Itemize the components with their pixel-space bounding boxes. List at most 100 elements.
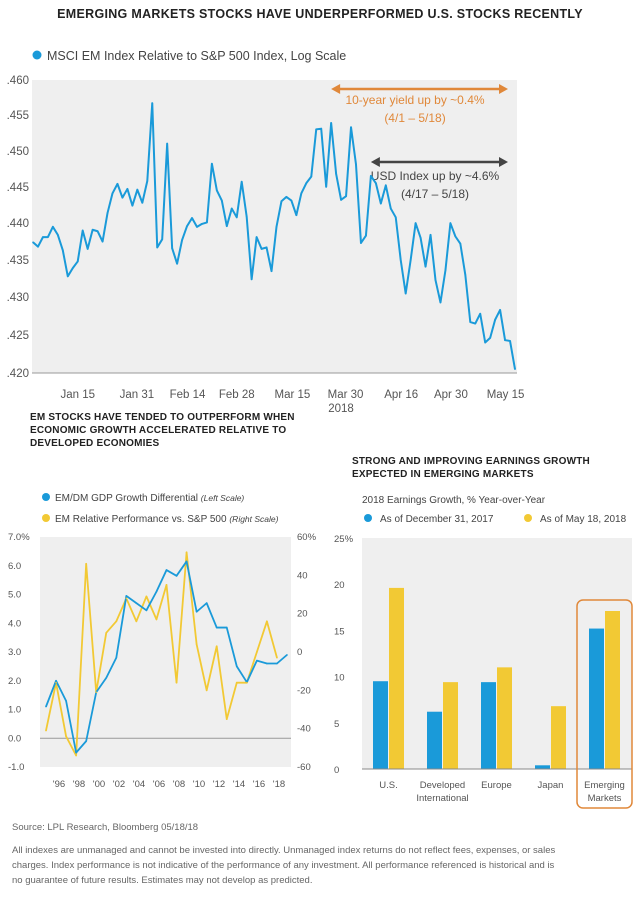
x-tick-label: '12 xyxy=(213,779,225,790)
data-point-gdp xyxy=(145,609,148,612)
data-point-em-perf xyxy=(235,681,238,684)
data-point-gdp xyxy=(205,602,208,604)
bar-dec-2017 xyxy=(427,711,442,769)
y-tick-label: 20 xyxy=(334,580,345,591)
data-point-em-perf xyxy=(205,689,208,692)
category-label: U.S. xyxy=(379,780,397,791)
data-point xyxy=(151,102,154,104)
x-tick-label: '14 xyxy=(233,779,245,790)
data-point-em-perf xyxy=(195,643,198,646)
earnings-growth-chart: STRONG AND IMPROVING EARNINGS GROWTH EXP… xyxy=(334,456,633,809)
data-point xyxy=(166,142,168,145)
data-point-em-perf xyxy=(155,618,158,621)
legend-scale-note: (Left Scale) xyxy=(201,493,245,503)
category-label-line-2: International xyxy=(416,793,468,804)
data-point xyxy=(380,202,382,205)
data-point-gdp xyxy=(286,654,288,656)
data-point-gdp xyxy=(185,560,188,563)
left-y-tick-label: 6.0 xyxy=(8,561,21,572)
data-point xyxy=(111,192,114,195)
data-point xyxy=(389,207,392,210)
data-point-gdp xyxy=(125,595,128,597)
data-point xyxy=(429,234,432,236)
right-y-tick-label: -60 xyxy=(297,762,311,773)
data-point-em-perf xyxy=(145,595,148,598)
annotation-label: USD Index up by ~4.6% xyxy=(371,169,500,183)
data-point xyxy=(81,229,84,232)
data-point-em-perf xyxy=(256,651,258,653)
data-point xyxy=(161,238,163,241)
disclaimer-line-2: charges. Index performance is not indica… xyxy=(12,860,555,871)
x-tick-label: '06 xyxy=(153,779,165,790)
data-point xyxy=(86,248,89,250)
data-point-em-perf xyxy=(85,563,87,565)
data-point xyxy=(350,126,352,129)
left-y-tick-label: 7.0% xyxy=(8,532,30,543)
data-point xyxy=(42,236,44,238)
data-point-em-perf xyxy=(165,584,168,586)
data-point xyxy=(57,234,59,236)
data-point xyxy=(91,228,94,231)
chart-subtitle: 2018 Earnings Growth, % Year-over-Year xyxy=(362,495,546,506)
data-point-em-perf xyxy=(125,597,128,600)
y-tick-label: 0 xyxy=(334,765,339,776)
bar-may-2018 xyxy=(551,706,566,769)
data-point-gdp xyxy=(266,662,268,665)
data-point-em-perf xyxy=(55,681,57,684)
data-point-em-perf xyxy=(75,754,77,757)
x-tick-label: Jan 15 xyxy=(60,389,95,401)
data-point xyxy=(136,188,139,191)
data-point-gdp xyxy=(215,626,218,629)
data-point xyxy=(280,200,283,203)
data-point xyxy=(355,163,357,166)
data-point-gdp xyxy=(45,705,47,708)
bar-dec-2017 xyxy=(373,681,388,769)
data-point-em-perf xyxy=(95,691,98,694)
left-y-tick-label: 5.0 xyxy=(8,590,21,601)
data-point-gdp xyxy=(65,700,67,702)
disclaimer-line-3: no guarantee of future results. Estimate… xyxy=(12,875,312,886)
data-point xyxy=(484,341,486,344)
data-point xyxy=(360,242,362,244)
legend-series-name: EM Relative Performance vs. S&P 500 xyxy=(55,514,227,525)
data-point xyxy=(315,128,318,131)
data-point xyxy=(439,301,442,304)
data-point xyxy=(404,292,407,295)
data-point xyxy=(121,196,124,199)
y-tick-label: 5 xyxy=(334,719,339,730)
data-point xyxy=(385,184,387,187)
data-point xyxy=(181,239,183,241)
data-point xyxy=(464,274,467,276)
legend-label-dec-2017: As of December 31, 2017 xyxy=(380,514,494,525)
y-tick-label: 15 xyxy=(334,626,345,637)
y-tick-label: 10 xyxy=(334,673,345,684)
data-point xyxy=(37,245,39,248)
data-point-gdp xyxy=(85,740,87,742)
data-point xyxy=(211,162,213,165)
data-point xyxy=(370,175,372,177)
series-line-em-performance xyxy=(45,551,278,757)
data-point xyxy=(71,267,74,269)
annotation-label: 10-year yield up by ~0.4% xyxy=(345,93,484,107)
data-point xyxy=(196,226,198,228)
data-point xyxy=(424,265,427,268)
chart-title-line-3: DEVELOPED ECONOMIES xyxy=(30,438,160,449)
bar-may-2018 xyxy=(605,610,620,769)
data-point xyxy=(76,260,79,263)
annotation-date-range: (4/17 – 5/18) xyxy=(401,187,469,201)
data-point-gdp xyxy=(105,677,108,679)
data-point-gdp xyxy=(155,590,158,593)
x-tick-label: Mar 15 xyxy=(274,389,310,401)
gdp-differential-chart: EM STOCKS HAVE TENDED TO OUTPERFORM WHEN… xyxy=(8,412,317,790)
left-y-tick-label: 2.0 xyxy=(8,676,21,687)
data-point xyxy=(459,242,462,245)
data-point xyxy=(514,368,516,370)
data-point xyxy=(305,182,308,184)
data-point xyxy=(399,259,402,261)
data-point xyxy=(414,222,417,224)
data-point xyxy=(474,322,477,325)
y-tick-label: .420 xyxy=(7,368,29,380)
arrow-head-left-icon xyxy=(370,157,380,167)
x-tick-label: Feb 14 xyxy=(170,389,206,401)
